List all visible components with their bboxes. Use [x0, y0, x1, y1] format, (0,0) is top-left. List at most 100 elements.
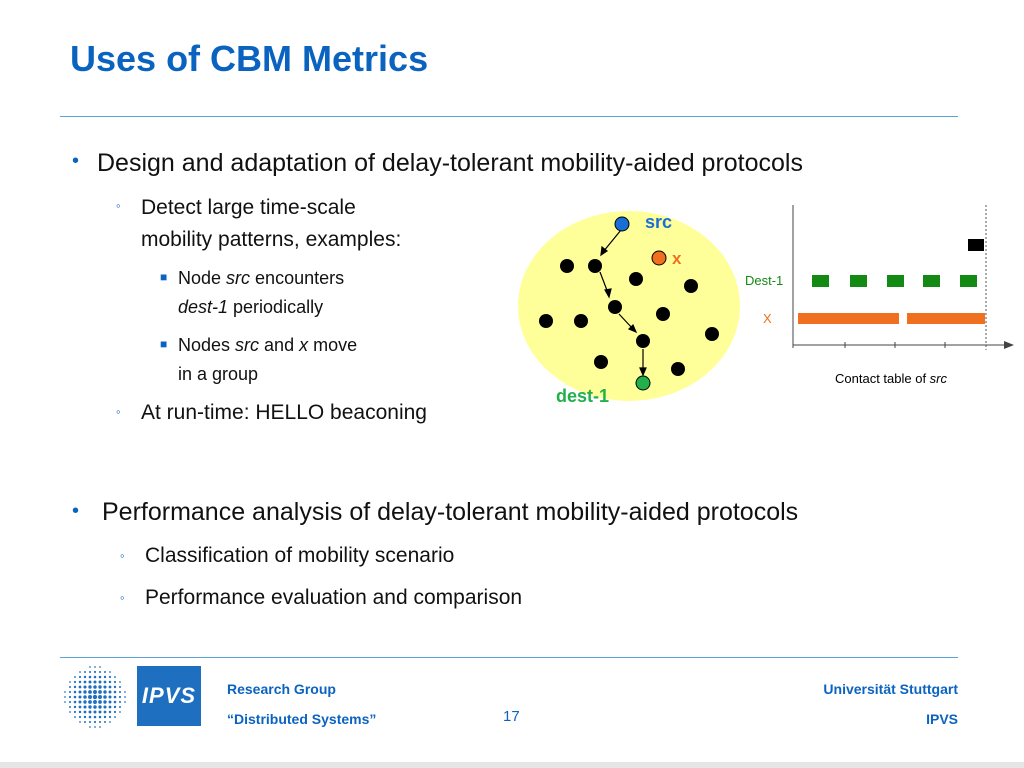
logo-dot: [78, 675, 82, 679]
logo-dot: [93, 710, 97, 714]
logo-dot: [108, 705, 112, 709]
section2-sub1: Classification of mobility scenario: [145, 544, 455, 567]
node: [594, 355, 608, 369]
logo-dot: [119, 711, 121, 713]
bullet-ring: ◦: [116, 404, 121, 419]
logo-dot: [73, 700, 77, 704]
logo-dot: [88, 705, 92, 709]
logo-dot: [93, 705, 97, 709]
text: move: [308, 335, 358, 355]
logo-dot: [73, 690, 77, 694]
logo-dot: [103, 675, 107, 679]
example2-line1: Nodes src and x move: [178, 330, 357, 360]
logo-dot: [88, 715, 92, 719]
logo-dot: [73, 685, 77, 689]
logo-dot: [113, 700, 117, 704]
node: [588, 259, 602, 273]
logo-dot: [108, 700, 112, 704]
logo-dot: [118, 690, 122, 694]
logo-dot: [98, 670, 102, 674]
logo-dot: [98, 720, 102, 724]
university-name: Universität Stuttgart: [823, 681, 958, 697]
logo-dot: [69, 681, 71, 683]
bullet-square: ■: [160, 270, 168, 284]
logo-dot: [93, 720, 97, 724]
caption-text: Contact table of: [835, 371, 930, 386]
logo-dot: [99, 666, 101, 668]
text: Nodes: [178, 335, 236, 355]
x-label: x: [672, 249, 682, 268]
text-italic: dest-1: [178, 297, 229, 317]
logo-dot: [93, 700, 97, 704]
logo-dot: [64, 696, 66, 698]
logo-dot: [98, 715, 102, 719]
bullet-square: ■: [160, 337, 168, 351]
logo-dot: [108, 710, 112, 714]
logo-dot: [78, 705, 82, 709]
section1-heading: Design and adaptation of delay-tolerant …: [97, 149, 803, 177]
node: [608, 300, 622, 314]
node: [629, 272, 643, 286]
logo-dot: [84, 671, 86, 673]
text: and: [259, 335, 300, 355]
logo-dot: [93, 690, 97, 694]
bullet-ring: ◦: [120, 590, 125, 605]
logo-dot: [119, 706, 121, 708]
logo-dot: [108, 685, 112, 689]
logo-dot: [104, 671, 106, 673]
logo-dot: [73, 710, 77, 714]
logo-dot: [93, 715, 97, 719]
logo-dot: [88, 720, 92, 724]
example1-line2: dest-1 periodically: [178, 292, 323, 322]
logo-dot: [98, 690, 102, 694]
logo-dot: [113, 680, 117, 684]
node: [656, 307, 670, 321]
logo-dot: [108, 690, 112, 694]
time-axis-arrow: [1004, 341, 1014, 349]
logo-dot: [68, 695, 72, 699]
text-italic: src: [226, 268, 251, 288]
research-group: Research Group: [227, 681, 336, 697]
logo-dot: [103, 705, 107, 709]
logo-dot: [98, 700, 102, 704]
logo-dot: [93, 670, 97, 674]
dest-node: [635, 375, 651, 391]
section1-sub1-line2: mobility patterns, examples:: [141, 228, 402, 251]
logo-dot: [78, 710, 82, 714]
bottom-bar: [0, 762, 1024, 768]
text: Node: [178, 268, 227, 288]
logo-dot: [89, 726, 91, 728]
logo-dot: [94, 666, 96, 668]
current-marker: [968, 239, 984, 251]
text: encounters: [250, 268, 345, 288]
logo-dot: [74, 716, 76, 718]
logo-dot: [98, 685, 102, 689]
logo-dot: [88, 710, 92, 714]
logo-dot: [94, 726, 96, 728]
page-number: 17: [503, 708, 520, 725]
logo-dot: [108, 675, 112, 679]
node: [560, 259, 574, 273]
logo-dot: [93, 685, 97, 689]
text-italic: x: [299, 335, 309, 355]
logo-dot: [83, 710, 87, 714]
logo-dot: [73, 705, 77, 709]
logo-dot: [93, 680, 97, 684]
node: [684, 279, 698, 293]
logo-dot: [88, 695, 92, 699]
university-logo: [64, 666, 126, 728]
logo-dot: [113, 695, 117, 699]
mobility-figure: src x dest-1 Dest-1 X Contact table of s…: [518, 205, 1014, 406]
logo-dot: [88, 700, 92, 704]
bullet-dot: •: [72, 500, 80, 522]
logo-dot: [73, 680, 77, 684]
row-label-x: X: [763, 311, 772, 326]
logo-dot: [83, 715, 87, 719]
example1-line1: Node src encounters: [178, 263, 344, 293]
logo-dot: [103, 690, 107, 694]
logo-dot: [69, 711, 71, 713]
node: [574, 314, 588, 328]
bullet-ring: ◦: [116, 198, 121, 213]
section2-heading: Performance analysis of delay-tolerant m…: [102, 498, 799, 526]
logo-dot: [124, 701, 126, 703]
